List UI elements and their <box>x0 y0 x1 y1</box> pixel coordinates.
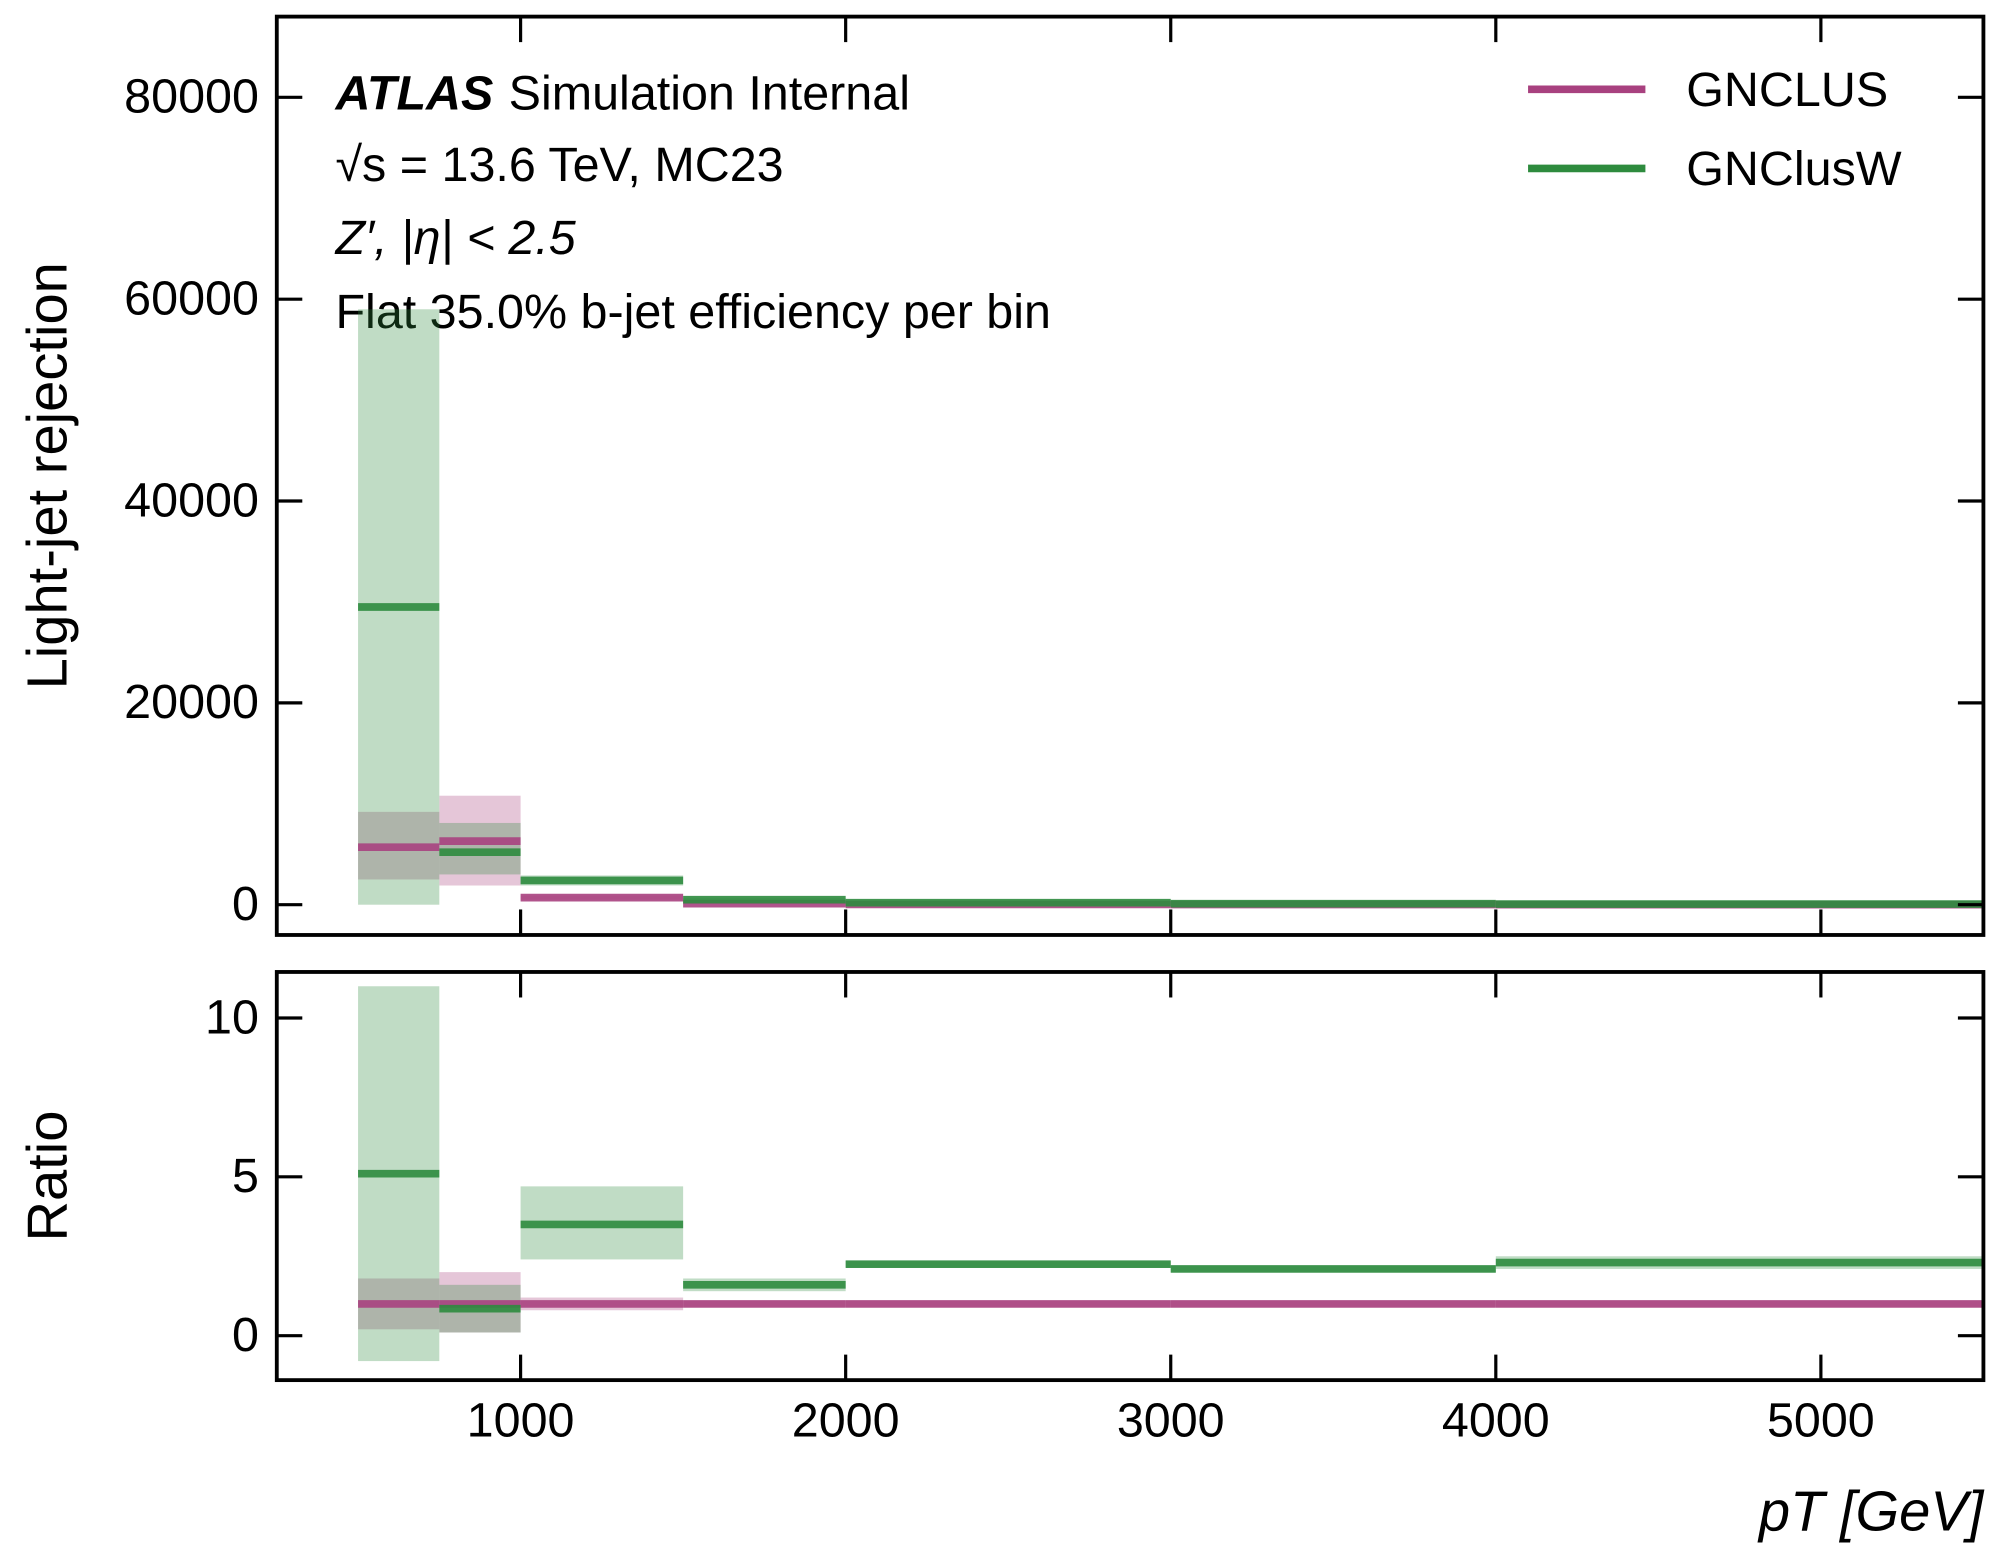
plot-area <box>358 986 1984 1362</box>
legend-label: GNClusW <box>1686 142 1902 196</box>
experiment-label: ATLAS Simulation Internal <box>334 67 910 121</box>
y-tick-label: 0 <box>232 1308 259 1362</box>
status-label: Simulation Internal <box>509 67 910 121</box>
y-axis-label: Ratio <box>15 1111 78 1242</box>
plot-area <box>358 309 1984 909</box>
x-tick-label: 5000 <box>1767 1393 1875 1447</box>
axes-frame <box>274 14 1986 937</box>
efficiency-label: Flat 35.0% b-jet efficiency per bin <box>335 285 1051 339</box>
y-tick-label: 5 <box>232 1149 259 1203</box>
legend-label: GNCLUS <box>1686 63 1888 117</box>
x-tick-label: 2000 <box>792 1393 900 1447</box>
y-tick-label: 0 <box>232 877 259 931</box>
y-tick-label: 60000 <box>124 272 259 326</box>
axes-frame <box>274 970 1986 1383</box>
x-axis-label: pT [GeV] <box>1757 1480 1985 1543</box>
y-tick-label: 10 <box>205 990 259 1044</box>
y-tick-label: 80000 <box>124 70 259 124</box>
y-axis-label: Light-jet rejection <box>15 262 78 689</box>
atlas-label: ATLAS <box>334 67 493 121</box>
y-tick-label: 40000 <box>124 473 259 527</box>
x-tick-label: 3000 <box>1117 1393 1225 1447</box>
sample-label: Z′, |η| < 2.5 <box>334 211 576 265</box>
y-tick-label: 20000 <box>124 675 259 729</box>
x-tick-label: 1000 <box>467 1393 575 1447</box>
energy-label: √s = 13.6 TeV, MC23 <box>335 138 783 192</box>
x-tick-label: 4000 <box>1442 1393 1550 1447</box>
